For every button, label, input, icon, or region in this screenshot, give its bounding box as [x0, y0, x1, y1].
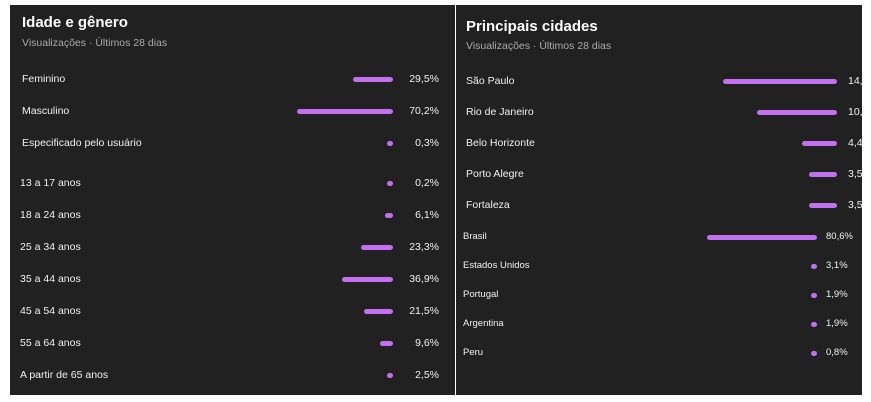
gender-row-bar: [387, 141, 393, 146]
city-row: Fortaleza 3,5: [456, 196, 862, 216]
country-row: Peru 0,8%: [456, 344, 862, 364]
gender-row: Feminino 29,5%: [10, 70, 455, 90]
country-row-bar: [707, 235, 817, 240]
age-row-value: 2,5%: [415, 369, 439, 381]
age-row-label: 35 a 44 anos: [20, 273, 81, 285]
country-row-value: 1,9%: [826, 318, 848, 329]
age-row-bar: [361, 245, 393, 250]
age-row-value: 23,3%: [409, 241, 439, 253]
age-gender-panel: Idade e gênero Visualizações · Últimos 2…: [10, 5, 455, 395]
country-row-label: Estados Unidos: [463, 260, 530, 271]
city-row: São Paulo 14,2: [456, 72, 862, 92]
city-row-value: 14,2: [848, 75, 862, 87]
city-row: Rio de Janeiro 10,0: [456, 103, 862, 123]
country-row: Portugal 1,9%: [456, 286, 862, 306]
country-row: Argentina 1,9%: [456, 315, 862, 335]
age-row: 55 a 64 anos 9,6%: [10, 334, 455, 354]
country-row-label: Peru: [463, 347, 484, 358]
panel-subtitle: Visualizações · Últimos 28 dias: [466, 40, 612, 52]
age-row-label: A partir de 65 anos: [20, 369, 109, 381]
age-row: A partir de 65 anos 2,5%: [10, 366, 455, 386]
city-row-bar: [809, 203, 837, 208]
age-row: 45 a 54 anos 21,5%: [10, 302, 455, 322]
city-row-value: 10,0: [848, 106, 862, 118]
age-row: 25 a 34 anos 23,3%: [10, 238, 455, 258]
age-row-label: 25 a 34 anos: [20, 241, 81, 253]
country-row-label: Portugal: [463, 289, 499, 300]
city-row-value: 3,5: [848, 199, 862, 211]
gender-row: Especificado pelo usuário 0,3%: [10, 134, 455, 154]
country-row-label: Argentina: [463, 318, 504, 329]
age-row: 13 a 17 anos 0,2%: [10, 174, 455, 194]
age-row-label: 45 a 54 anos: [20, 305, 81, 317]
age-row-bar: [387, 373, 393, 378]
age-row-value: 6,1%: [415, 209, 439, 221]
age-row-value: 0,2%: [415, 177, 439, 189]
gender-row-bar: [352, 77, 393, 82]
country-row-value: 1,9%: [826, 289, 848, 300]
country-row-bar: [811, 351, 817, 356]
age-row: 18 a 24 anos 6,1%: [10, 206, 455, 226]
top-cities-panel: Principais cidades Visualizações · Últim…: [456, 5, 862, 395]
gender-row-bar: [296, 109, 393, 114]
age-row-label: 13 a 17 anos: [20, 177, 81, 189]
age-row: 35 a 44 anos 36,9%: [10, 270, 455, 290]
age-row-value: 9,6%: [415, 337, 439, 349]
country-row: Estados Unidos 3,1%: [456, 257, 862, 277]
city-row-bar: [809, 172, 837, 177]
age-row-value: 36,9%: [409, 273, 439, 285]
panel-title: Principais cidades: [466, 18, 598, 35]
gender-row-value: 29,5%: [409, 73, 439, 85]
city-row-bar: [723, 79, 837, 84]
country-row-bar: [811, 293, 817, 298]
age-row-bar: [384, 213, 393, 218]
age-row-bar: [342, 277, 393, 282]
city-row: Porto Alegre 3,5: [456, 165, 862, 185]
city-row: Belo Horizonte 4,4: [456, 134, 862, 154]
city-row-label: Rio de Janeiro: [466, 106, 534, 118]
gender-row-value: 0,3%: [415, 137, 439, 149]
country-row-bar: [811, 264, 817, 269]
country-row-value: 0,8%: [826, 347, 848, 358]
gender-row-value: 70,2%: [409, 105, 439, 117]
country-row-bar: [811, 322, 817, 327]
country-row: Brasil 80,6%: [456, 228, 862, 248]
age-row-bar: [379, 341, 393, 346]
age-row-value: 21,5%: [409, 305, 439, 317]
gender-row-label: Especificado pelo usuário: [22, 137, 142, 149]
age-row-label: 55 a 64 anos: [20, 337, 81, 349]
city-row-value: 4,4: [848, 137, 862, 149]
city-row-value: 3,5: [848, 168, 862, 180]
city-row-label: Porto Alegre: [466, 168, 524, 180]
gender-row-label: Masculino: [22, 105, 70, 117]
gender-row-label: Feminino: [22, 73, 66, 85]
gender-row: Masculino 70,2%: [10, 102, 455, 122]
city-row-bar: [801, 141, 837, 146]
panel-title: Idade e gênero: [22, 14, 128, 31]
city-row-label: Fortaleza: [466, 199, 510, 211]
age-row-bar: [363, 309, 393, 314]
panel-subtitle: Visualizações · Últimos 28 dias: [22, 37, 168, 49]
age-row-label: 18 a 24 anos: [20, 209, 81, 221]
city-row-label: São Paulo: [466, 75, 515, 87]
city-row-label: Belo Horizonte: [466, 137, 535, 149]
country-row-value: 80,6%: [826, 231, 853, 242]
city-row-bar: [757, 110, 837, 115]
country-row-value: 3,1%: [826, 260, 848, 271]
country-row-label: Brasil: [463, 231, 487, 242]
age-row-bar: [387, 181, 393, 186]
